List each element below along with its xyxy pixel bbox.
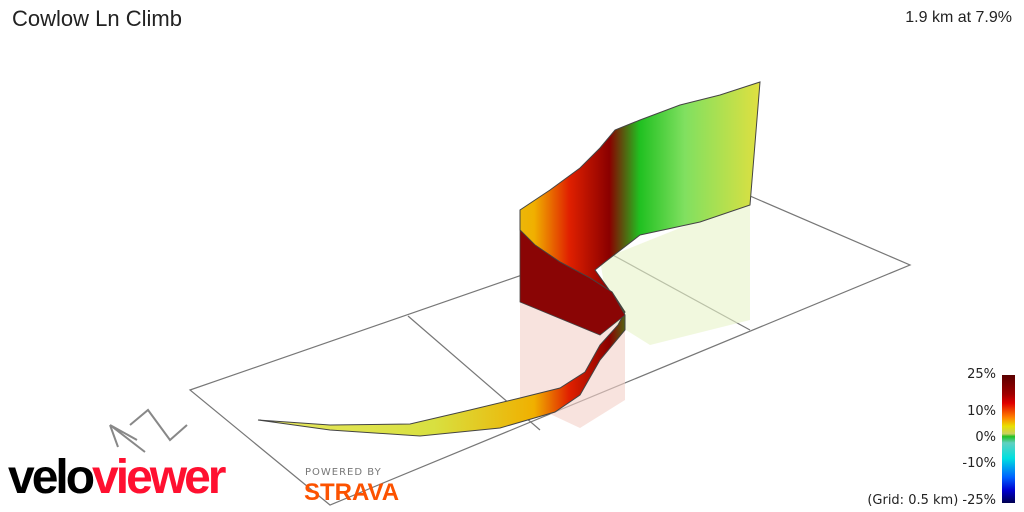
legend-label: -10% [962, 456, 996, 471]
legend-label: 0% [975, 430, 996, 445]
legend-label-bottom: (Grid: 0.5 km) -25% [867, 493, 996, 508]
compass-north-arrow [109, 408, 188, 453]
legend-label: -25% [962, 493, 996, 508]
logo-part1: velo [8, 451, 95, 504]
climb-summary: 1.9 km at 7.9% [905, 9, 1012, 26]
dark-steep-section [519, 212, 626, 336]
veloviewer-logo[interactable]: veloviewer [8, 450, 226, 505]
profile-reflection [600, 200, 750, 345]
legend-label: 25% [967, 367, 996, 382]
grid-note: (Grid: 0.5 km) [867, 493, 959, 508]
elevation-profile-wall [257, 81, 761, 437]
legend-label: 10% [967, 404, 996, 419]
logo-part2: viewer [92, 451, 226, 504]
strava-logo[interactable]: STRAVA [304, 479, 400, 506]
grade-color-scale [1002, 375, 1015, 503]
powered-by-text: POWERED BY [305, 467, 382, 478]
page-title: Cowlow Ln Climb [12, 6, 182, 31]
